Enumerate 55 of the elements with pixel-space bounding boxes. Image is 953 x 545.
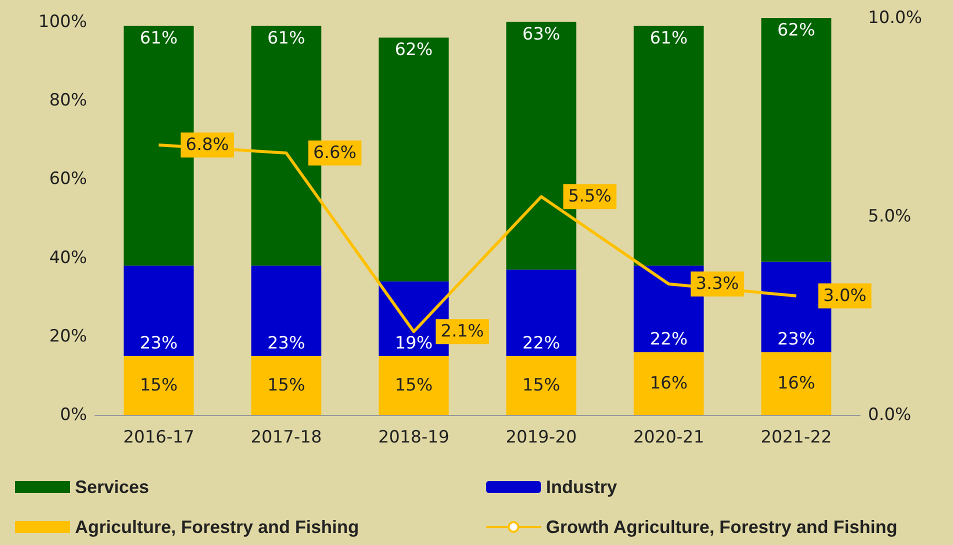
x-tick-label: 2019-20 bbox=[506, 428, 577, 448]
data-label: 15% bbox=[522, 376, 560, 396]
data-label: 6.6% bbox=[313, 142, 356, 163]
bar bbox=[761, 352, 832, 415]
data-label: 23% bbox=[140, 334, 178, 354]
y-tick-label: 60% bbox=[49, 169, 87, 190]
legend-label: Industry bbox=[546, 477, 618, 497]
y-tick-label: 40% bbox=[49, 248, 87, 268]
data-label: 62% bbox=[777, 20, 816, 40]
legend-label: Services bbox=[75, 477, 150, 497]
data-label: 63% bbox=[522, 24, 560, 44]
bar bbox=[251, 356, 322, 415]
bar bbox=[124, 266, 194, 356]
data-label: 61% bbox=[267, 28, 306, 48]
bar bbox=[634, 26, 704, 266]
bar bbox=[761, 18, 832, 262]
bar bbox=[506, 270, 576, 356]
x-tick-label: 2020-21 bbox=[633, 428, 704, 448]
bar bbox=[378, 356, 449, 415]
bar bbox=[634, 352, 704, 415]
data-label: 19% bbox=[394, 334, 433, 354]
y2-tick-label: 5.0% bbox=[868, 206, 912, 226]
data-label: 22% bbox=[650, 330, 688, 350]
data-label: 23% bbox=[267, 334, 306, 354]
data-label: 15% bbox=[267, 376, 306, 396]
legend-label: Growth Agriculture, Forestry and Fishing bbox=[546, 517, 898, 537]
data-label: 3.3% bbox=[696, 274, 739, 294]
x-tick-label: 2016-17 bbox=[123, 428, 194, 448]
bar bbox=[251, 266, 322, 356]
data-label: 5.5% bbox=[568, 186, 612, 207]
data-label: 6.8% bbox=[186, 135, 229, 156]
data-label: 16% bbox=[650, 374, 688, 394]
data-label: 16% bbox=[777, 374, 816, 394]
x-tick-label: 2021-22 bbox=[760, 428, 832, 448]
bar bbox=[378, 38, 449, 282]
data-label: 22% bbox=[522, 334, 560, 354]
y-tick-label: 100% bbox=[38, 12, 87, 32]
y2-tick-label: 0.0% bbox=[868, 405, 912, 425]
y2-tick-label: 10.0% bbox=[868, 8, 922, 28]
y-tick-label: 80% bbox=[49, 90, 87, 111]
x-tick-label: 2017-18 bbox=[250, 428, 322, 448]
y-tick-label: 0% bbox=[60, 405, 87, 425]
y-tick-label: 20% bbox=[49, 326, 87, 346]
data-label: 61% bbox=[650, 28, 688, 48]
data-label: 3.0% bbox=[823, 286, 866, 306]
data-label: 15% bbox=[140, 376, 178, 396]
data-label: 61% bbox=[140, 28, 178, 48]
bar bbox=[506, 356, 576, 415]
bar bbox=[124, 356, 194, 415]
data-label: 2.1% bbox=[440, 322, 484, 342]
legend-label: Agriculture, Forestry and Fishing bbox=[75, 517, 360, 537]
data-label: 62% bbox=[394, 40, 433, 60]
data-label: 23% bbox=[777, 330, 816, 350]
x-tick-label: 2018-19 bbox=[378, 428, 450, 448]
data-label: 15% bbox=[394, 376, 433, 396]
